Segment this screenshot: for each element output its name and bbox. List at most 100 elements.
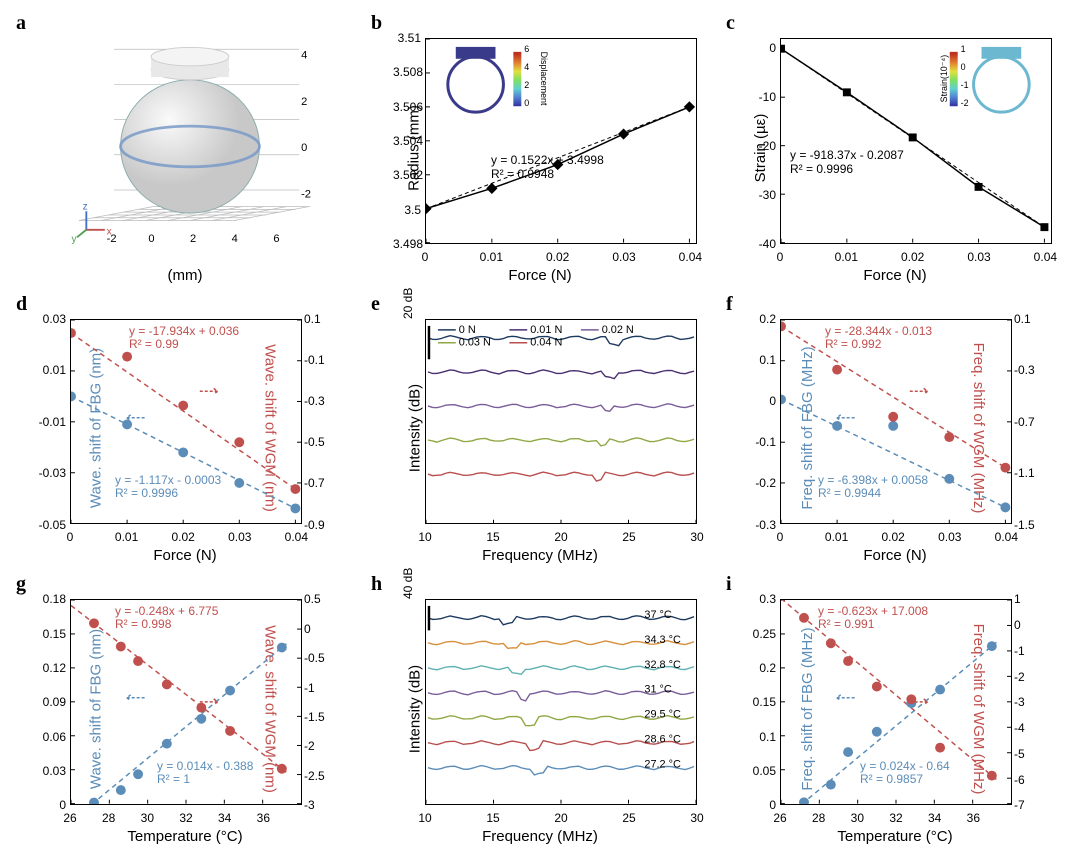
tick: 0.01 [38,363,66,377]
tick: 3.506 [393,100,421,114]
svg-text:2: 2 [301,96,307,108]
tick: 0.12 [38,661,66,675]
x-label: Force (N) [863,267,926,284]
y-label: Intensity (dB) [407,665,424,753]
tick: 0.03 [612,250,635,264]
tick: -0.3 [304,394,332,408]
svg-text:0: 0 [301,142,307,154]
tick: -5 [1014,747,1042,761]
tick: 0.09 [38,695,66,709]
r-squared: R² = 0.9996 [115,486,178,500]
tick: 0.02 [546,250,569,264]
svg-text:z: z [83,201,88,212]
tick: 0.02 [881,530,904,544]
tick: 0.1 [1014,312,1042,326]
equation: y = -1.117x - 0.0003 [115,473,221,487]
x-label: Frequency (MHz) [482,547,598,564]
tick: 0.01 [835,250,858,264]
tick: -2.5 [304,769,332,783]
tick: 0.15 [38,627,66,641]
tick: -1.5 [1014,518,1042,532]
tick: 0.5 [304,592,332,606]
r-squared: R² = 0.9944 [818,486,881,500]
tick: 0 [777,530,784,544]
tick: 0.25 [748,627,776,641]
tick: 0.04 [1034,250,1057,264]
x-label: Temperature (°C) [837,828,952,845]
tick: 0.02 [901,250,924,264]
scale-bar: 20 dB [401,287,415,318]
tick: 28 [812,811,825,825]
svg-text:0 N: 0 N [459,324,476,336]
tick: 20 [554,811,567,825]
tick: 3.508 [393,65,421,79]
svg-text:27.2 °C: 27.2 °C [644,759,681,771]
svg-text:0.04 N: 0.04 N [530,336,562,348]
tick: -40 [748,237,776,251]
tick: -1.1 [1014,466,1042,480]
svg-text:4: 4 [232,233,238,244]
tick: 0 [748,41,776,55]
x-label: Temperature (°C) [127,828,242,845]
r-squared: R² = 1 [157,772,190,786]
tick: -0.3 [748,518,776,532]
tick: 30 [141,811,154,825]
tick: -0.7 [304,476,332,490]
tick: -3 [1014,695,1042,709]
tick: 3.504 [393,134,421,148]
tick: 1 [1014,592,1042,606]
tick: 0 [67,530,74,544]
tick: 3.5 [393,203,421,217]
chart [70,319,302,525]
tick: 34 [218,811,231,825]
panel-label: a [16,12,26,35]
svg-text:0: 0 [961,62,966,72]
svg-text:0.01 N: 0.01 N [530,324,562,336]
tick: 30 [690,811,703,825]
panel-label: h [371,573,382,596]
svg-text:0: 0 [148,233,154,244]
svg-text:34.3 °C: 34.3 °C [644,634,681,646]
r-squared: R² = 0.992 [825,337,881,351]
tick: -7 [1014,798,1042,812]
chart: -2-101Strain(10⁻⁴) [780,38,1052,244]
tick: 0.03 [38,764,66,778]
panel-label: i [726,573,732,596]
svg-text:y: y [72,234,78,244]
svg-text:0: 0 [524,98,529,108]
y-label: Intensity (dB) [407,384,424,472]
tick: 0.04 [995,530,1018,544]
panel-label: e [371,293,380,316]
tick: 0.15 [748,695,776,709]
tick: 36 [967,811,980,825]
svg-text:31 °C: 31 °C [644,684,672,696]
r-squared: R² = 0.99 [129,337,179,351]
equation: y = -0.623x + 17.008 [818,604,928,618]
tick: 0.04 [679,250,702,264]
tick: 26 [63,811,76,825]
x-label: Force (N) [508,267,571,284]
r-squared: R² = 0.9996 [790,162,853,176]
tick: -2 [304,739,332,753]
tick: 0.1 [748,353,776,367]
svg-text:0.03 N: 0.03 N [459,336,491,348]
panel-label: d [16,293,27,316]
tick: 0.03 [967,250,990,264]
r-squared: R² = 0.991 [818,617,874,631]
tick: 0.2 [748,661,776,675]
equation: y = 0.1522x + 3.4998 [491,153,604,167]
svg-text:Displacement: Displacement [539,52,549,106]
tick: -0.05 [38,518,66,532]
equation: y = -17.934x + 0.036 [129,324,239,338]
tick: -1.5 [304,710,332,724]
panel-label: b [371,12,382,35]
svg-text:4: 4 [301,50,307,62]
x-label: (mm) [168,267,203,284]
tick: 34 [928,811,941,825]
tick: 0.04 [285,530,308,544]
svg-text:1: 1 [961,44,966,54]
tick: 0.03 [228,530,251,544]
tick: 0 [38,798,66,812]
panel-label: f [726,293,733,316]
svg-text:29.5 °C: 29.5 °C [644,709,681,721]
